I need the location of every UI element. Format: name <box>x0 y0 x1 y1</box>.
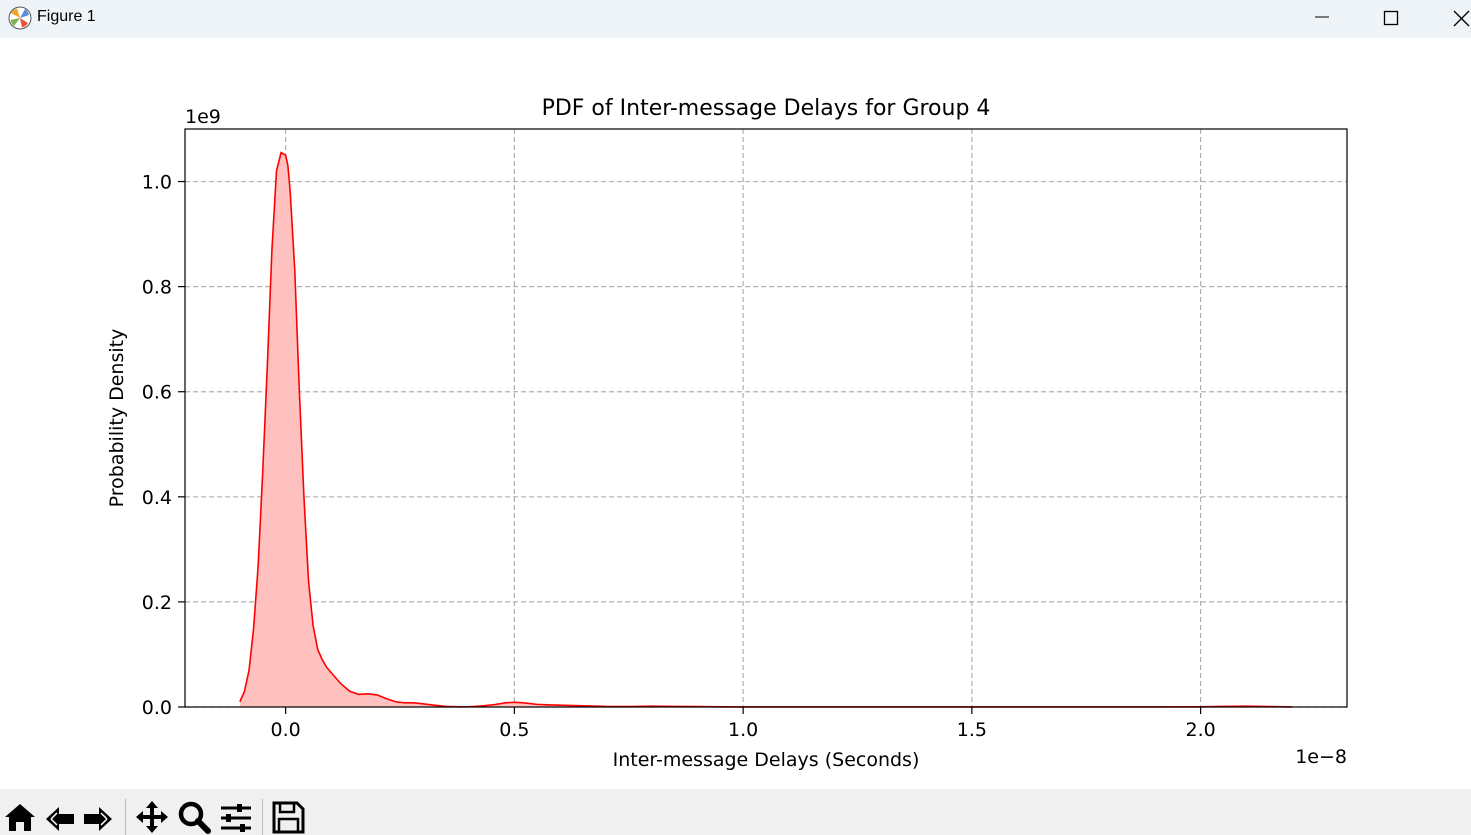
home-icon <box>5 804 35 831</box>
back-button[interactable] <box>42 799 78 835</box>
minimize-button[interactable] <box>1299 0 1345 38</box>
x-tick-label: 0.0 <box>271 719 301 741</box>
density-line <box>239 151 1293 708</box>
y-axis-label: Probability Density <box>106 329 128 508</box>
y-axis-offset-text: 1e9 <box>185 106 221 128</box>
figure-canvas[interactable]: 0.0 0.5 1.0 1.5 2.0 0.0 0.2 0.4 0.6 0.8 1.0 PDF o… <box>0 38 1471 789</box>
y-axis-ticks: 0.0 0.2 0.4 0.6 0.8 1.0 <box>142 172 185 719</box>
density-chart: 0.0 0.5 1.0 1.5 2.0 0.0 0.2 0.4 0.6 0.8 1.0 PDF o… <box>106 96 1348 771</box>
y-tick-label: 0.6 <box>142 382 172 404</box>
matplotlib-icon <box>8 6 32 30</box>
zoom-icon <box>178 801 211 834</box>
forward-button[interactable] <box>80 799 116 835</box>
maximize-button[interactable] <box>1368 0 1414 38</box>
chart-title: PDF of Inter-message Delays for Group 4 <box>542 96 991 121</box>
x-tick-label: 2.0 <box>1185 719 1215 741</box>
save-button[interactable] <box>270 799 306 835</box>
zoom-button[interactable] <box>176 799 212 835</box>
toolbar-separator <box>262 799 263 835</box>
pan-icon <box>136 801 168 833</box>
close-button[interactable] <box>1438 0 1471 38</box>
home-button[interactable] <box>2 799 38 835</box>
y-tick-label: 0.8 <box>142 277 172 299</box>
y-tick-label: 0.0 <box>142 697 172 719</box>
close-icon <box>1453 10 1470 27</box>
x-tick-label: 1.0 <box>728 719 758 741</box>
x-axis-label: Inter-message Delays (Seconds) <box>613 749 920 771</box>
save-icon <box>272 801 305 834</box>
axes-frame <box>184 128 1348 708</box>
pan-button[interactable] <box>134 799 170 835</box>
minimize-icon <box>1315 16 1329 18</box>
x-tick-label: 1.5 <box>957 719 987 741</box>
y-tick-label: 0.4 <box>142 487 172 509</box>
x-tick-label: 0.5 <box>499 719 529 741</box>
maximize-icon <box>1383 10 1399 26</box>
y-tick-label: 1.0 <box>142 172 172 194</box>
configure-subplots-button[interactable] <box>218 799 254 835</box>
density-fill-area <box>239 152 1293 707</box>
back-icon <box>46 807 74 831</box>
plot-area <box>239 151 1293 708</box>
forward-icon <box>84 807 112 831</box>
window-title: Figure 1 <box>37 8 96 25</box>
grid-lines <box>185 129 1347 708</box>
toolbar-separator <box>125 799 126 835</box>
y-tick-label: 0.2 <box>142 592 172 614</box>
x-axis-ticks: 0.0 0.5 1.0 1.5 2.0 <box>271 707 1216 741</box>
configure-subplots-icon <box>221 804 251 832</box>
navigation-toolbar <box>0 789 1471 835</box>
x-axis-offset-text: 1e−8 <box>1295 746 1347 768</box>
window-titlebar: Figure 1 <box>0 0 1471 38</box>
